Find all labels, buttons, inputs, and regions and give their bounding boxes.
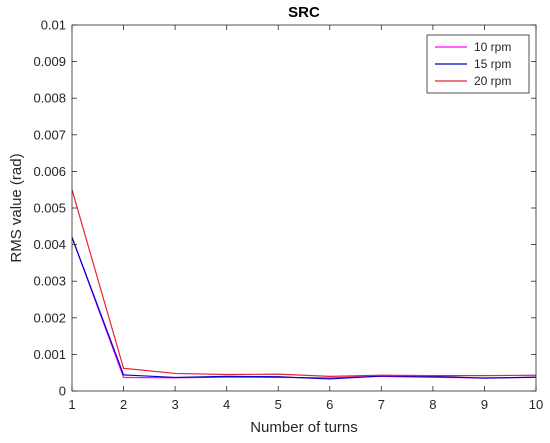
x-tick-label: 6: [326, 397, 333, 412]
legend: 10 rpm 15 rpm 20 rpm: [426, 34, 530, 94]
legend-label-3: 20 rpm: [474, 74, 511, 88]
x-tick-label: 3: [171, 397, 178, 412]
y-tick-label: 0.001: [33, 347, 66, 362]
x-tick-label: 5: [275, 397, 282, 412]
x-axis-label: Number of turns: [250, 419, 358, 436]
y-tick-label: 0.009: [33, 54, 66, 69]
x-tick-label: 2: [120, 397, 127, 412]
x-tick-label: 9: [481, 397, 488, 412]
series-line-2: [71, 237, 537, 380]
y-tick-label: 0.005: [33, 201, 66, 216]
legend-label-2: 15 rpm: [474, 57, 511, 71]
x-tick-label: 1: [68, 397, 75, 412]
y-axis-label: RMS value (rad): [8, 153, 25, 262]
chart-title: SRC: [288, 4, 320, 21]
y-tick-label: 0.01: [41, 18, 66, 33]
x-tick-label: 8: [429, 397, 436, 412]
series-line-3: [71, 189, 537, 377]
y-tick-label: 0.007: [33, 127, 66, 142]
y-tick-label: 0.004: [33, 237, 66, 252]
x-tick-label: 10: [529, 397, 543, 412]
y-tick-label: 0.006: [33, 164, 66, 179]
y-tick-label: 0.008: [33, 91, 66, 106]
y-tick-label: 0: [59, 384, 66, 399]
x-tick-label: 7: [378, 397, 385, 412]
ticks-layer: 1 2 3 4 5 6 7 8 9 10 0 0.001 0.002 0.003 0.004 0.005 0.0…: [33, 18, 543, 413]
y-tick-label: 0.002: [33, 310, 66, 325]
legend-label-1: 10 rpm: [474, 40, 511, 54]
x-tick-label: 4: [223, 397, 230, 412]
y-tick-label: 0.003: [33, 274, 66, 289]
series-layer: [71, 189, 537, 380]
